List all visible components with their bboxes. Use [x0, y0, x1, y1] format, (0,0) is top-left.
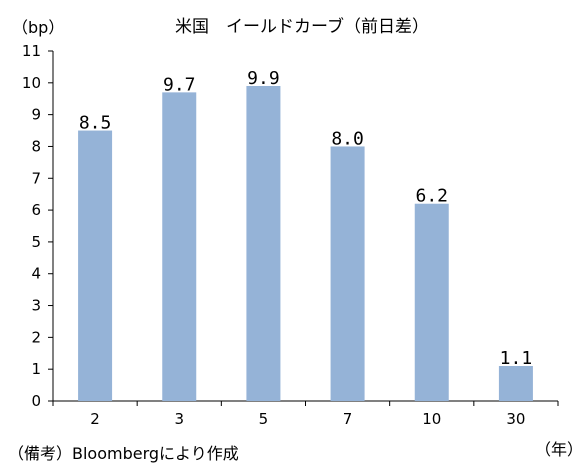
- x-tick-label: 10: [422, 410, 441, 428]
- y-tick-label: 11: [22, 42, 41, 60]
- y-tick-label: 1: [31, 360, 41, 378]
- y-tick-label: 3: [31, 297, 41, 315]
- bar: [162, 92, 197, 401]
- data-labels: 8.5 9.7 9.9 8.0 6.2 1.1: [79, 68, 532, 369]
- x-axis: 2 3 5 7 10 30: [52, 400, 559, 428]
- source-note: （備考）Bloombergにより作成: [8, 444, 239, 463]
- bar: [498, 366, 533, 401]
- bar: [246, 86, 281, 401]
- x-axis-unit-label: （年）: [535, 440, 583, 459]
- y-tick-label: 8: [31, 137, 41, 155]
- y-tick-label: 2: [31, 328, 41, 346]
- y-axis-unit-label: （bp）: [12, 18, 65, 37]
- y-tick-label: 5: [31, 233, 41, 251]
- chart-title: 米国 イールドカーブ（前日差）: [175, 17, 429, 37]
- bar: [78, 130, 113, 401]
- x-tick-label: 30: [506, 410, 525, 428]
- data-label: 8.0: [331, 128, 364, 149]
- x-tick-label: 3: [174, 410, 184, 428]
- y-tick-label: 10: [22, 74, 41, 92]
- y-tick-label: 9: [31, 106, 41, 124]
- y-tick-label: 6: [31, 201, 41, 219]
- y-tick-label: 0: [31, 392, 41, 410]
- bar: [330, 146, 365, 401]
- y-tick-label: 4: [31, 265, 41, 283]
- data-label: 9.7: [163, 74, 196, 95]
- data-label: 9.9: [247, 68, 280, 89]
- bar-series: [78, 86, 533, 401]
- y-axis: 0 1 2 3 4 5 6 7 8 9 10 11: [22, 42, 54, 410]
- y-tick-label: 7: [31, 169, 41, 187]
- x-tick-label: 2: [90, 410, 100, 428]
- x-tick-label: 5: [259, 410, 269, 428]
- bar: [414, 203, 449, 401]
- x-tick-label: 7: [343, 410, 353, 428]
- data-label: 1.1: [500, 348, 533, 369]
- data-label: 6.2: [415, 186, 448, 207]
- data-label: 8.5: [79, 113, 112, 134]
